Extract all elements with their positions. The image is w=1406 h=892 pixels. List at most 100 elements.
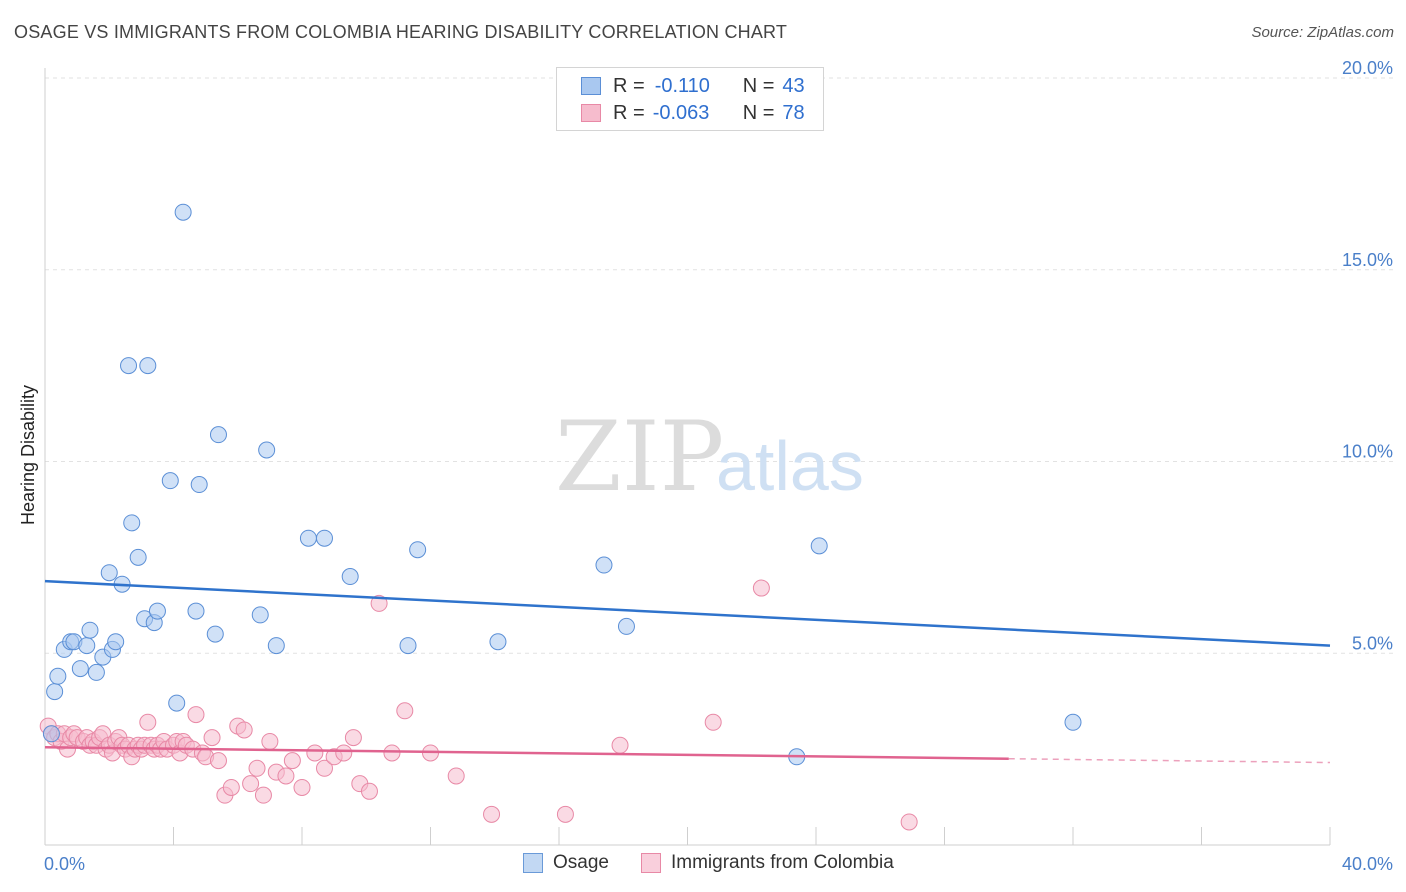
y-tick-labels: 5.0% 10.0% 15.0% 20.0%: [1342, 58, 1393, 653]
osage-point: [258, 441, 276, 459]
osage-point: [49, 667, 67, 685]
colombia-point: [242, 775, 260, 793]
osage-point: [123, 514, 141, 532]
y-axis-label: Hearing Disability: [18, 385, 38, 525]
osage-point: [810, 537, 828, 555]
colombia-n-value: 78: [782, 101, 805, 124]
osage-point: [206, 625, 224, 643]
osage-point: [617, 617, 635, 635]
osage-point: [78, 637, 96, 655]
gridlines: [45, 77, 1395, 654]
osage-swatch-icon: [581, 77, 601, 95]
colombia-point: [556, 805, 574, 823]
colombia-point: [483, 805, 501, 823]
legend: Osage Immigrants from Colombia: [523, 852, 926, 874]
colombia-point: [315, 759, 333, 777]
colombia-point: [383, 744, 401, 762]
osage-point: [315, 529, 333, 547]
osage-point: [87, 663, 105, 681]
watermark-zip: ZIP: [555, 401, 724, 513]
colombia-legend-icon: [640, 853, 661, 873]
source-label: Source: ZipAtlas.com: [1251, 24, 1394, 41]
osage-point: [168, 694, 186, 712]
colombia-point: [752, 579, 770, 597]
osage-point: [161, 472, 179, 490]
osage-point: [1064, 713, 1082, 731]
osage-point: [187, 602, 205, 620]
osage-point: [489, 633, 507, 651]
colombia-trend-extension: [1008, 757, 1331, 764]
osage-point: [341, 568, 359, 586]
colombia-r-label: R =: [613, 101, 645, 124]
colombia-point: [139, 713, 157, 731]
osage-point: [299, 529, 317, 547]
colombia-point: [283, 752, 301, 770]
colombia-swatch-icon: [581, 104, 601, 122]
colombia-point: [209, 752, 227, 770]
colombia-point: [254, 786, 272, 804]
colombia-point: [293, 778, 311, 796]
colombia-point: [306, 744, 324, 762]
chart-title: OSAGE VS IMMIGRANTS FROM COLOMBIA HEARIN…: [14, 22, 788, 42]
colombia-point: [344, 729, 362, 747]
stats-row-osage: R = -0.110 N = 43: [581, 73, 805, 99]
stats-row-colombia: R = -0.063 N = 78: [581, 100, 805, 126]
osage-point: [267, 637, 285, 655]
legend-label-osage: Osage: [553, 852, 609, 873]
colombia-n-label: N =: [742, 101, 775, 124]
colombia-point: [235, 721, 253, 739]
osage-legend-icon: [523, 853, 543, 873]
y-tick-label: 20.0%: [1342, 58, 1393, 78]
osage-point: [120, 357, 138, 375]
osage-point: [129, 548, 147, 566]
colombia-point: [447, 767, 465, 785]
colombia-point: [187, 706, 205, 724]
osage-point: [148, 602, 166, 620]
osage-n-value: 43: [782, 74, 805, 97]
trend-lines: [44, 579, 1331, 764]
colombia-trend-line: [44, 745, 1009, 760]
osage-trend-line: [44, 579, 1331, 647]
y-tick-label: 15.0%: [1342, 250, 1393, 270]
osage-point: [190, 476, 208, 494]
osage-point: [174, 203, 192, 221]
x-tick-left: 0.0%: [44, 854, 85, 874]
colombia-point: [611, 736, 629, 754]
colombia-point: [370, 594, 388, 612]
colombia-point: [335, 744, 353, 762]
osage-point: [209, 426, 227, 444]
stats-box: R = -0.110 N = 43 R = -0.063 N = 78: [556, 67, 824, 131]
y-tick-label: 10.0%: [1342, 442, 1393, 462]
osage-n-label: N =: [742, 74, 775, 97]
legend-item-colombia[interactable]: Immigrants from Colombia: [640, 852, 894, 874]
osage-point: [81, 621, 99, 639]
osage-point: [42, 725, 60, 743]
osage-point: [595, 556, 613, 574]
y-tick-label: 5.0%: [1352, 633, 1393, 653]
legend-item-osage[interactable]: Osage: [523, 852, 609, 874]
colombia-point: [277, 767, 295, 785]
watermark-atlas: atlas: [716, 427, 864, 505]
colombia-point: [261, 732, 279, 750]
osage-point: [71, 660, 89, 678]
osage-r-label: R =: [613, 74, 645, 97]
osage-point: [251, 606, 269, 624]
osage-point: [139, 357, 157, 375]
osage-point: [399, 637, 417, 655]
colombia-point: [704, 713, 722, 731]
osage-points: [42, 203, 1082, 766]
osage-point: [100, 564, 118, 582]
axes: [44, 68, 1331, 846]
colombia-point: [248, 759, 266, 777]
legend-label-colombia: Immigrants from Colombia: [670, 852, 894, 873]
osage-point: [46, 683, 64, 701]
colombia-point: [222, 778, 240, 796]
colombia-r-value: -0.063: [652, 101, 710, 124]
colombia-point: [396, 702, 414, 720]
osage-point: [409, 541, 427, 559]
colombia-point: [203, 729, 221, 747]
colombia-point: [900, 813, 918, 831]
osage-point: [107, 633, 125, 651]
x-tick-right: 40.0%: [1342, 854, 1393, 874]
